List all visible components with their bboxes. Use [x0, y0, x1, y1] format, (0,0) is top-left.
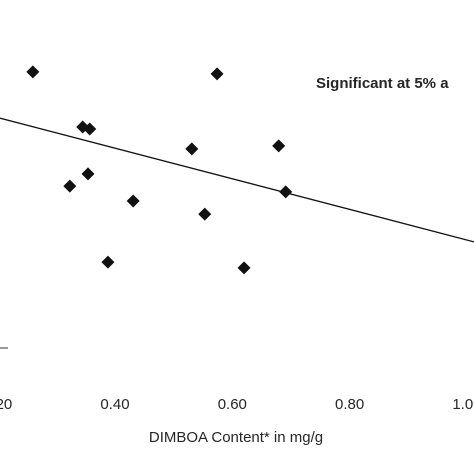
data-point — [63, 179, 77, 193]
x-tick-label: 0.20 — [0, 396, 12, 413]
annotation: Significant at 5% a — [316, 75, 449, 92]
x-tick-label: 0.80 — [335, 396, 364, 413]
data-point — [83, 122, 97, 136]
data-point — [198, 207, 212, 221]
x-tick-label: 1.00 — [452, 396, 474, 413]
data-point — [26, 65, 40, 79]
x-axis-label: DIMBOA Content* in mg/g — [149, 429, 323, 446]
data-point — [185, 142, 199, 156]
data-point — [210, 67, 224, 81]
data-point — [81, 167, 95, 181]
x-tick-label: 0.60 — [218, 396, 247, 413]
data-point — [279, 185, 293, 199]
data-point — [272, 139, 286, 153]
data-point — [126, 194, 140, 208]
data-point — [237, 261, 251, 275]
data-point — [101, 255, 115, 269]
trendline — [0, 117, 474, 243]
x-tick-label: 0.40 — [100, 396, 129, 413]
